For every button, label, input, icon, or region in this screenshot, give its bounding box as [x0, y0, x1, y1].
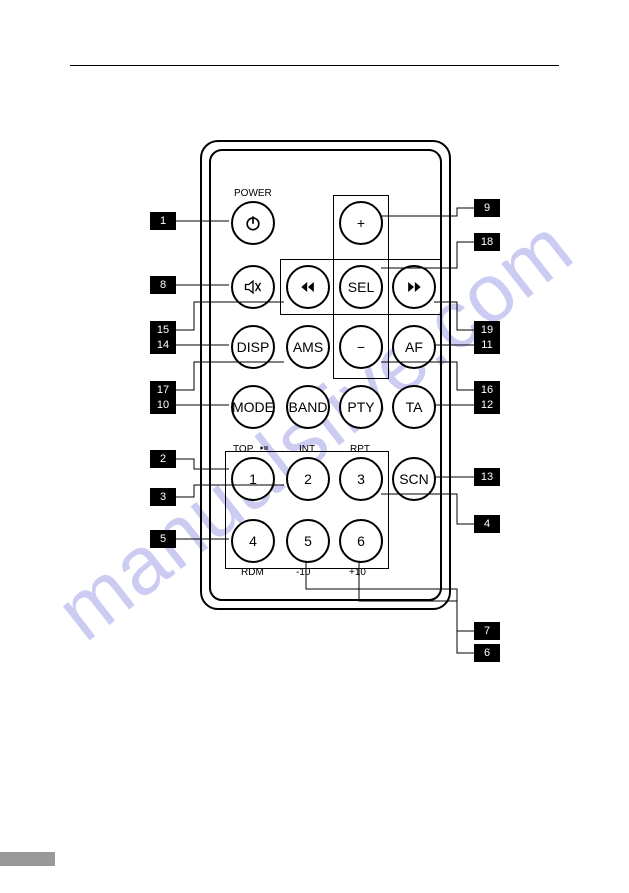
power-icon: [243, 213, 263, 233]
rpt-label: RPT: [350, 444, 370, 455]
minus-button[interactable]: −: [339, 325, 383, 369]
callout-t7: 7: [474, 622, 500, 640]
sel-button[interactable]: SEL: [339, 265, 383, 309]
callout-t6: 6: [474, 644, 500, 662]
n4-button[interactable]: 4: [231, 519, 275, 563]
callout-t10: 10: [150, 396, 176, 414]
mode-button[interactable]: MODE: [231, 385, 275, 429]
prev-icon: [298, 277, 318, 297]
prev-button[interactable]: [286, 265, 330, 309]
n2-button[interactable]: 2: [286, 457, 330, 501]
callout-t8: 8: [150, 276, 176, 294]
top-label: TOP: [233, 444, 253, 455]
mute-button[interactable]: [231, 265, 275, 309]
next-icon: [404, 277, 424, 297]
af-button[interactable]: AF: [392, 325, 436, 369]
mute-icon: [243, 277, 263, 297]
callout-t14: 14: [150, 336, 176, 354]
minus10-label: -10: [296, 567, 310, 578]
callout-t11: 11: [474, 336, 500, 354]
callout-t1: 1: [150, 212, 176, 230]
n3-button[interactable]: 3: [339, 457, 383, 501]
callout-t12: 12: [474, 396, 500, 414]
rdm-label: RDM: [241, 567, 264, 578]
next-button[interactable]: [392, 265, 436, 309]
n6-button[interactable]: 6: [339, 519, 383, 563]
callout-t3: 3: [150, 488, 176, 506]
pty-button[interactable]: PTY: [339, 385, 383, 429]
callout-t4: 4: [474, 515, 500, 533]
remote-body-inner: + SEL DISPAMS−AF MODEBANDPTYTA 123SCN 456 POW…: [209, 149, 442, 601]
plus10-label: +10: [349, 567, 366, 578]
ta-button[interactable]: TA: [392, 385, 436, 429]
play-pause-icon: [259, 443, 271, 461]
callout-t5: 5: [150, 530, 176, 548]
n1-button[interactable]: 1: [231, 457, 275, 501]
page-number-mark: [0, 852, 55, 866]
ams-button[interactable]: AMS: [286, 325, 330, 369]
remote-body-outer: + SEL DISPAMS−AF MODEBANDPTYTA 123SCN 456 POW…: [200, 140, 451, 610]
callout-t9: 9: [474, 199, 500, 217]
disp-button[interactable]: DISP: [231, 325, 275, 369]
int-label: INT: [299, 444, 315, 455]
power-button[interactable]: [231, 201, 275, 245]
callout-t18: 18: [474, 233, 500, 251]
n5-button[interactable]: 5: [286, 519, 330, 563]
callout-t13: 13: [474, 468, 500, 486]
scn-button[interactable]: SCN: [392, 457, 436, 501]
band-button[interactable]: BAND: [286, 385, 330, 429]
power-label: POWER: [234, 188, 272, 199]
page-top-rule: [70, 65, 559, 66]
plus-button[interactable]: +: [339, 201, 383, 245]
callout-t2: 2: [150, 450, 176, 468]
